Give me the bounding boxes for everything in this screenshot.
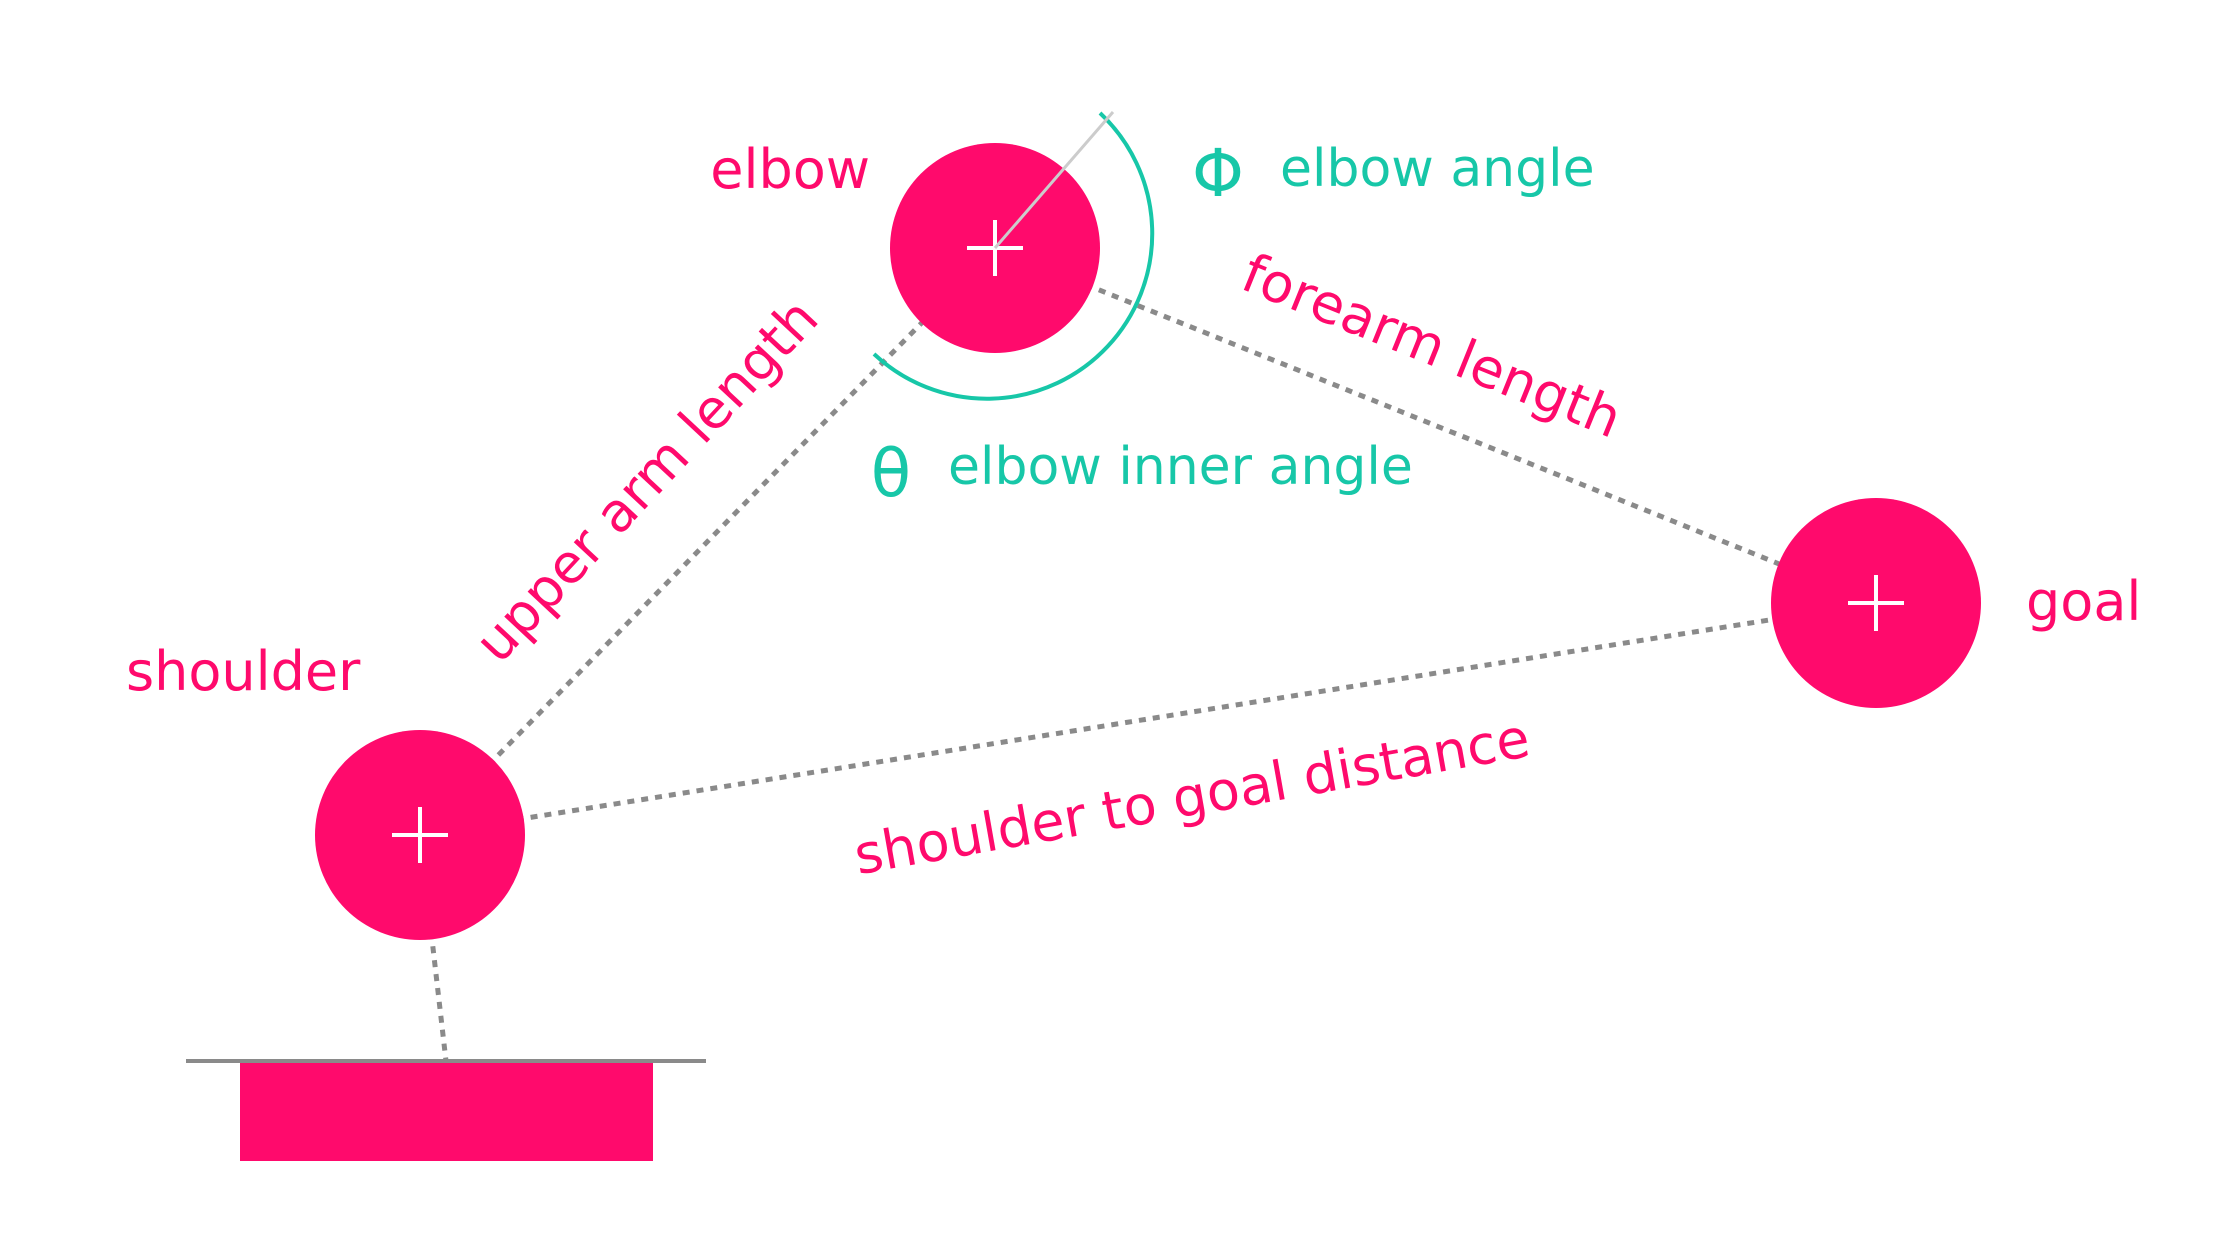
crosshair-icon [392,807,448,863]
elbow-angle-label: elbow angle [1280,139,1595,199]
base-to-shoulder-link [417,834,449,1062]
elbow-angle-label-group: Φ elbow angle [1192,135,1595,212]
crosshair-icon [1848,575,1904,631]
elbow-angle-marker [993,111,1115,249]
elbow-inner-angle-label-group: θ elbow inner angle [871,435,1413,512]
elbow-label: elbow [710,138,870,201]
shoulder-label: shoulder [126,640,361,703]
shoulder-joint [315,730,525,940]
phi-symbol: Φ [1192,135,1244,212]
upper-arm-length-label: upper arm length [463,286,831,674]
base-platform [186,1059,706,1161]
elbow-angle-arc [872,111,1155,401]
elbow-inner-angle-label: elbow inner angle [948,437,1413,497]
goal-joint [1771,498,1981,708]
goal-label: goal [2026,570,2141,633]
upper-arm-link [418,246,997,837]
forearm-link [994,245,1877,606]
theta-symbol: θ [871,435,911,512]
base-block [240,1061,653,1161]
shoulder-to-goal-distance-label: shoulder to goal distance [849,706,1534,887]
forearm-length-label: forearm length [1234,241,1631,450]
